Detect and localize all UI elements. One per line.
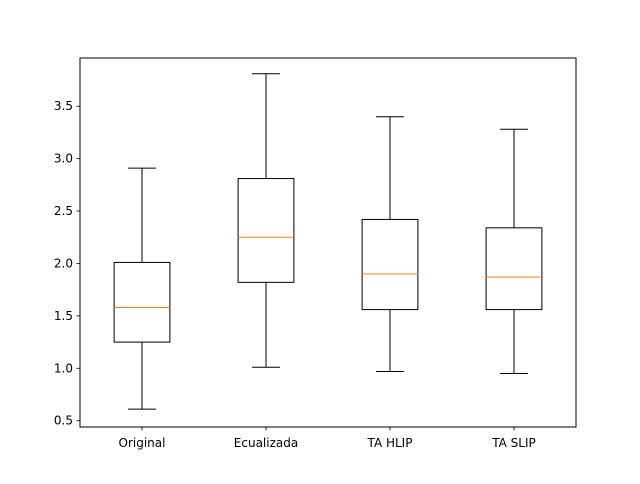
plot-frame (79, 57, 577, 428)
y-tick-label: 1.0 (54, 361, 73, 375)
iqr-box (237, 178, 295, 283)
y-tick-label: 2.0 (54, 256, 73, 270)
x-tick-label: Original (119, 436, 166, 450)
iqr-box (113, 261, 171, 343)
x-axis-ticks: Original Ecualizada TA HLIP TA SLIP (119, 427, 536, 450)
box-item (361, 116, 419, 372)
y-tick-label: 3.5 (54, 99, 73, 113)
box-item (237, 73, 295, 368)
y-tick-label: 2.5 (54, 204, 73, 218)
y-tick-label: 3.0 (54, 152, 73, 166)
boxes (113, 73, 543, 410)
y-axis-ticks: 0.5 1.0 1.5 2.0 2.5 3.0 3.5 (54, 99, 80, 428)
iqr-box (361, 218, 419, 311)
y-tick-label: 1.5 (54, 309, 73, 323)
box-item (485, 128, 543, 375)
x-tick-label: Ecualizada (234, 436, 298, 450)
x-tick-label: TA SLIP (491, 436, 536, 450)
plot-background (80, 58, 576, 427)
box-item (113, 167, 171, 410)
y-tick-label: 0.5 (54, 414, 73, 428)
x-tick-label: TA HLIP (367, 436, 413, 450)
iqr-box (485, 227, 543, 311)
